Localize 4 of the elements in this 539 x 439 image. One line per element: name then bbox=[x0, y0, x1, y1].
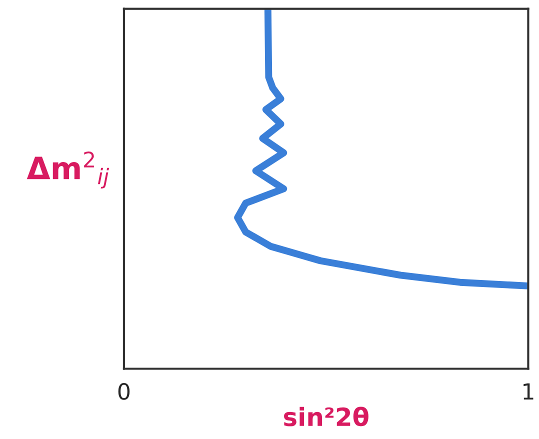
y-axis-title: Δm$^{2}$$_{ij}$ bbox=[26, 151, 110, 189]
x-axis-title: sin²2θ bbox=[284, 406, 368, 426]
x-tick-label: 0 bbox=[118, 383, 130, 400]
x-tick-label: 1 bbox=[524, 383, 534, 400]
